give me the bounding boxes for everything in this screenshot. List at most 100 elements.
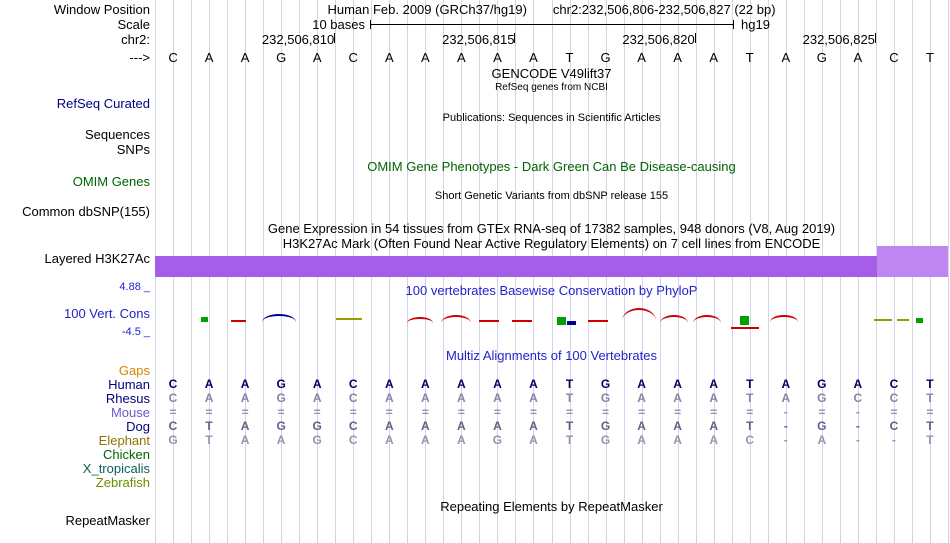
alignment-base: A (457, 419, 466, 433)
alignment-base: A (384, 391, 394, 405)
h3k27ac-track-title[interactable]: H3K27Ac Mark (Often Found Near Active Re… (282, 236, 821, 251)
repeatmasker-track-title[interactable]: Repeating Elements by RepeatMasker (440, 499, 663, 514)
alignment-base: A (493, 391, 502, 405)
alignment-base: = (566, 405, 574, 419)
base-letter: G (816, 50, 827, 65)
alignment-base: A (673, 391, 682, 405)
h3k27ac-signal-peak[interactable] (877, 246, 948, 277)
alignment-base: = (241, 405, 249, 419)
common-dbsnp-label[interactable]: Common dbSNP(155) (22, 204, 150, 219)
scale-bar-tick-left (370, 20, 371, 29)
alignment-base: A (420, 433, 430, 447)
alignment-base: A (420, 377, 430, 391)
species-label-rhesus[interactable]: Rhesus (105, 391, 150, 406)
alignment-base: T (746, 391, 754, 405)
omim-track-title[interactable]: OMIM Gene Phenotypes - Dark Green Can Be… (367, 159, 736, 174)
alignment-base: = (529, 405, 537, 419)
conservation-mark (231, 320, 246, 322)
species-label-dog[interactable]: Dog (126, 419, 150, 434)
base-letter: A (529, 50, 538, 65)
sequences-label[interactable]: Sequences (84, 127, 150, 142)
refseq-track-subtitle[interactable]: RefSeq genes from NCBI (495, 82, 608, 93)
multiz-track-title[interactable]: Multiz Alignments of 100 Vertebrates (445, 348, 657, 363)
conservation-mark (479, 320, 499, 322)
repeatmasker-label[interactable]: RepeatMasker (65, 513, 150, 528)
alignment-base: = (277, 405, 285, 419)
alignment-base: A (276, 433, 286, 447)
alignment-base: A (709, 419, 719, 433)
alignment-base: = (313, 405, 321, 419)
alignment-base: T (565, 377, 574, 391)
alignment-base: A (709, 391, 719, 405)
base-letter: T (565, 50, 574, 65)
alignment-base: A (817, 433, 827, 447)
species-label-elephant[interactable]: Elephant (98, 433, 150, 448)
h3k27ac-signal-bar[interactable] (155, 256, 948, 277)
species-label-human[interactable]: Human (108, 377, 150, 392)
coordinate-tick (874, 33, 876, 43)
alignment-base: A (781, 377, 791, 391)
alignment-base: T (926, 377, 934, 391)
gencode-track-title[interactable]: GENCODE V49lift37 (491, 66, 612, 81)
alignment-base: = (602, 405, 610, 419)
alignment-base: A (240, 433, 250, 447)
alignment-base: G (276, 377, 286, 391)
coordinate-label: 232,506,820 (622, 32, 695, 47)
alignment-base: T (205, 419, 213, 433)
alignment-base: = (457, 405, 465, 419)
alignment-base: C (348, 419, 358, 433)
coordinate-tick (334, 33, 336, 43)
alignment-base: G (817, 419, 827, 433)
species-label-zebrafish[interactable]: Zebrafish (95, 475, 150, 490)
omim-genes-label[interactable]: OMIM Genes (72, 174, 150, 189)
base-letter: G (276, 50, 287, 65)
alignment-base: G (492, 433, 503, 447)
alignment-base: A (240, 419, 250, 433)
base-letter: A (312, 50, 322, 65)
alignment-base: = (421, 405, 429, 419)
alignment-base: T (926, 433, 934, 447)
strand-arrow-label: ---> (129, 50, 150, 65)
alignment-base: C (348, 377, 358, 391)
alignment-base: A (312, 391, 322, 405)
species-label-x-tropicalis[interactable]: X_tropicalis (82, 461, 150, 476)
dbsnp-track-title[interactable]: Short Genetic Variants from dbSNP releas… (434, 190, 669, 202)
alignment-base: C (889, 391, 899, 405)
base-letter: A (781, 50, 791, 65)
layered-h3k27ac-label[interactable]: Layered H3K27Ac (44, 251, 150, 266)
publications-track-title[interactable]: Publications: Sequences in Scientific Ar… (442, 112, 661, 124)
alignment-base: A (529, 419, 538, 433)
alignment-base: A (457, 433, 466, 447)
snps-label[interactable]: SNPs (116, 142, 150, 157)
base-letter: A (420, 50, 430, 65)
species-label-chicken[interactable]: Chicken (103, 447, 150, 462)
refseq-curated-label[interactable]: RefSeq Curated (56, 96, 150, 111)
alignment-base: A (240, 391, 250, 405)
base-letter: A (384, 50, 394, 65)
chrom-label: chr2: (121, 32, 150, 47)
conservation-mark (622, 308, 656, 321)
conservation-mark (770, 315, 798, 322)
alignment-base: A (637, 433, 646, 447)
scale-bar (370, 24, 734, 25)
alignment-base: A (673, 433, 682, 447)
alignment-base: A (204, 377, 214, 391)
alignment-base: A (312, 377, 322, 391)
alignment-base: C (168, 419, 178, 433)
alignment-base: G (312, 433, 322, 447)
gaps-label[interactable]: Gaps (118, 363, 150, 378)
alignment-base: T (926, 391, 934, 405)
alignment-base: A (853, 377, 863, 391)
alignment-base: A (384, 419, 394, 433)
alignment-base: T (746, 377, 754, 391)
conservation-track-title[interactable]: 100 vertebrates Basewise Conservation by… (405, 283, 698, 298)
base-letter: A (240, 50, 250, 65)
conservation-mark (660, 315, 688, 323)
vert-cons-label[interactable]: 100 Vert. Cons (64, 306, 150, 321)
alignment-base: C (168, 391, 178, 405)
conservation-mark (441, 315, 471, 323)
gtex-track-title[interactable]: Gene Expression in 54 tissues from GTEx … (267, 221, 836, 236)
alignment-base: A (709, 433, 719, 447)
alignment-base: T (565, 433, 574, 447)
species-label-mouse[interactable]: Mouse (110, 405, 150, 420)
